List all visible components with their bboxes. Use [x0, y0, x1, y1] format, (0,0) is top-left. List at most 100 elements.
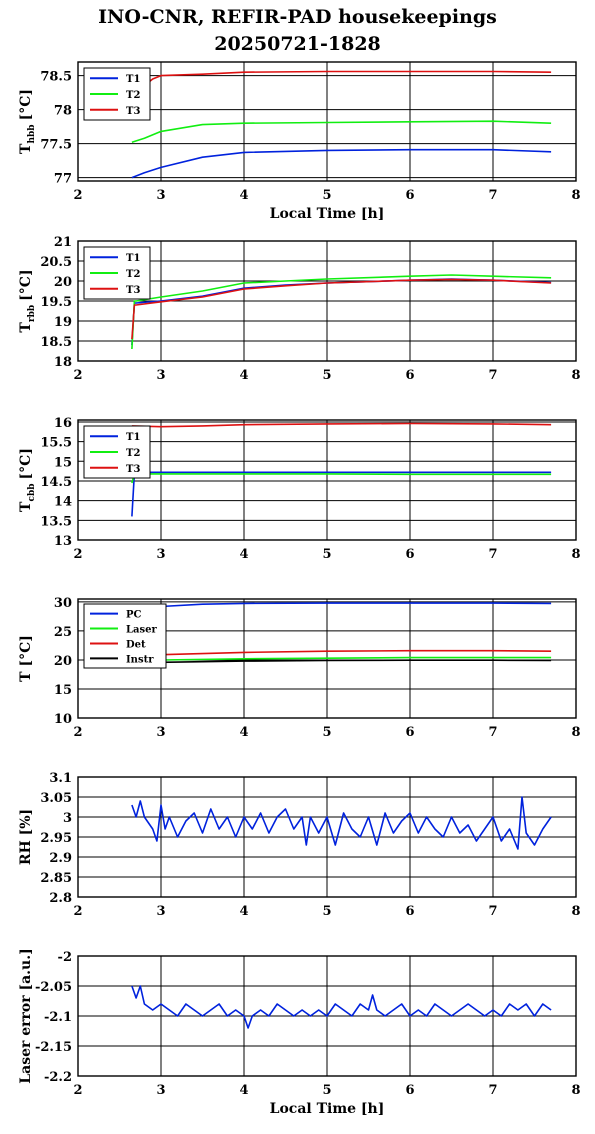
x-tick-label: 3	[156, 725, 165, 740]
legend-label: Laser	[126, 625, 158, 636]
plot-frame	[77, 61, 577, 182]
x-tick-label: 6	[405, 904, 414, 919]
series-line-t1	[131, 278, 552, 346]
y-tick-label: -2.1	[44, 1010, 72, 1025]
y-axis-label-subscript: hbb	[27, 124, 37, 143]
x-tick-label: 3	[156, 368, 165, 383]
legend-label: Det	[126, 639, 146, 650]
y-axis-label: Trbb [°C]	[18, 269, 37, 332]
y-axis-label-main: T	[18, 501, 34, 512]
plot-frame	[77, 419, 577, 541]
x-tick-label: 5	[322, 904, 331, 919]
x-tick-label: 2	[73, 547, 82, 562]
x-tick-label: 6	[405, 725, 414, 740]
x-tick-label: 7	[488, 368, 497, 383]
series-line-det	[131, 649, 552, 658]
y-tick-label: -2.05	[35, 980, 72, 995]
x-tick-label: 7	[488, 188, 497, 203]
y-tick-label: 2.9	[49, 851, 72, 866]
x-tick-label: 8	[571, 1083, 580, 1098]
y-tick-label: 15	[54, 455, 72, 470]
y-axis-label-unit: [°C]	[18, 448, 34, 479]
legend-label: T3	[126, 285, 140, 296]
x-tick-label: 8	[571, 725, 580, 740]
chart-panel-2: 2 3 4 5 6 7 8 18 18.5 19 19.5 20 20.5 21 T1 T2 T3 Trbb [°C…	[18, 235, 581, 383]
x-tick-label: 5	[322, 368, 331, 383]
series-line-t3	[131, 278, 552, 340]
x-tick-label: 2	[73, 368, 82, 383]
legend-label: T2	[126, 269, 140, 280]
y-axis-label-unit: [°C]	[18, 269, 34, 300]
x-tick-label: 5	[322, 547, 331, 562]
y-tick-label: 78.5	[40, 70, 72, 85]
x-tick-label: 4	[239, 188, 248, 203]
y-tick-label: 15.5	[40, 436, 72, 451]
legend-label: PC	[126, 610, 142, 621]
y-tick-label: 19.5	[40, 295, 72, 310]
legend-label: T1	[126, 432, 140, 443]
y-tick-label: 10	[54, 712, 72, 727]
plot-frame	[77, 240, 577, 362]
y-tick-label: 2.95	[40, 831, 72, 846]
legend-label: T2	[126, 90, 140, 101]
y-tick-label: 2.85	[40, 871, 72, 886]
y-tick-label: 3.1	[49, 771, 72, 786]
y-tick-label: 20	[54, 654, 72, 669]
x-tick-label: 4	[239, 368, 248, 383]
plot-frame	[77, 955, 577, 1077]
y-tick-label: 18	[54, 355, 72, 370]
y-tick-label: 77	[54, 172, 72, 187]
x-axis-label: Local Time [h]	[270, 1101, 385, 1117]
chart-panel-4: 2 3 4 5 6 7 8 10 15 20 25 30 PC Laser Det Instr T [°C]	[18, 596, 581, 740]
y-tick-label: 14.5	[40, 475, 72, 490]
series-line-instr	[131, 659, 552, 665]
x-tick-label: 4	[239, 904, 248, 919]
x-tick-label: 7	[488, 904, 497, 919]
y-tick-label: 30	[54, 596, 72, 611]
x-tick-label: 5	[322, 188, 331, 203]
x-axis-label: Local Time [h]	[270, 206, 385, 222]
legend-label: T3	[126, 464, 140, 475]
x-tick-label: 7	[488, 725, 497, 740]
y-axis-label-subscript: rbb	[27, 305, 37, 322]
legend-label: T3	[126, 106, 140, 117]
x-tick-label: 2	[73, 904, 82, 919]
x-tick-label: 6	[405, 188, 414, 203]
y-tick-label: 77.5	[40, 138, 72, 153]
y-tick-label: 2.8	[49, 891, 72, 906]
x-tick-label: 4	[239, 725, 248, 740]
figure-title: INO-CNR, REFIR-PAD housekeepings	[98, 6, 497, 28]
y-tick-label: 21	[54, 235, 72, 250]
y-tick-label: 14	[54, 495, 72, 510]
y-axis-label: T [°C]	[18, 635, 34, 682]
chart-panel-3: 2 3 4 5 6 7 8 13 13.5 14 14.5 15 15.5 16 T1 T2 T3 Tcbb [°C…	[18, 416, 581, 562]
x-tick-label: 8	[571, 547, 580, 562]
y-tick-label: 16	[54, 416, 72, 431]
y-tick-label: -2.2	[44, 1070, 72, 1085]
x-tick-label: 3	[156, 904, 165, 919]
y-tick-label: 15	[54, 683, 72, 698]
series-line-data	[131, 985, 552, 1029]
x-tick-label: 4	[239, 547, 248, 562]
plot-frame	[77, 598, 577, 719]
legend-label: T1	[126, 74, 140, 85]
x-tick-label: 8	[571, 904, 580, 919]
y-axis-label-unit: [°C]	[18, 89, 34, 120]
y-tick-label: 18.5	[40, 335, 72, 350]
y-axis-label: Laser error [a.u.]	[18, 948, 34, 1083]
x-tick-label: 6	[405, 1083, 414, 1098]
x-tick-label: 2	[73, 1083, 82, 1098]
series-line-data	[131, 796, 552, 850]
x-tick-label: 6	[405, 547, 414, 562]
series-line-t1	[131, 471, 552, 517]
y-axis-label-subscript: cbb	[27, 483, 37, 501]
x-tick-label: 3	[156, 188, 165, 203]
plot-frame	[77, 776, 577, 898]
y-tick-label: 25	[54, 625, 72, 640]
legend-label: T1	[126, 253, 140, 264]
y-tick-label: 19	[54, 315, 72, 330]
y-axis-label: RH [%]	[18, 809, 34, 865]
series-line-t3	[131, 70, 552, 87]
series-line-t3	[131, 422, 552, 428]
x-tick-label: 3	[156, 547, 165, 562]
